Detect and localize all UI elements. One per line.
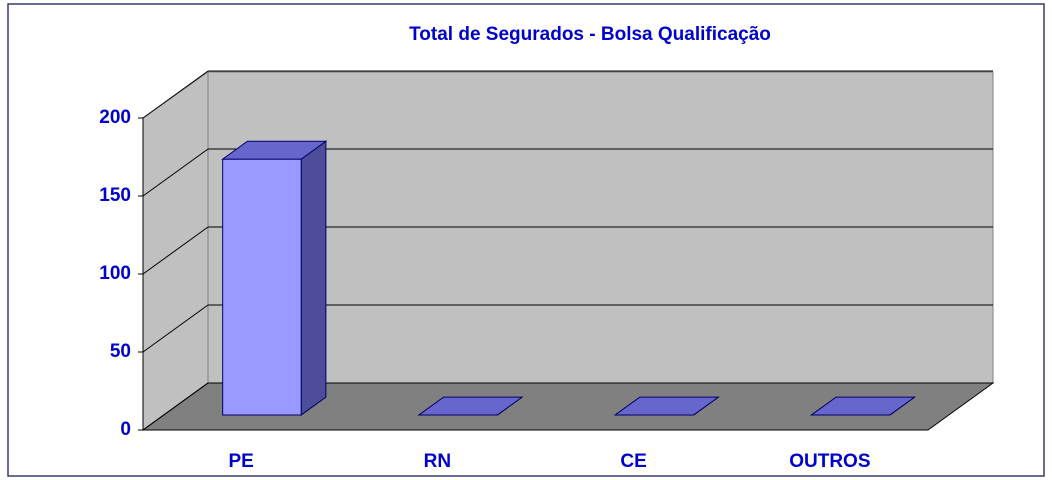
side-grid-line [142, 382, 209, 431]
side-grid-line [142, 226, 209, 275]
bar [221, 140, 328, 416]
y-tick-label: 50 [110, 341, 131, 362]
y-tick-label: 200 [99, 107, 131, 128]
side-grid-line [142, 70, 209, 119]
chart-title: Total de Segurados - Bolsa Qualificação [409, 24, 771, 45]
side-grid-line [142, 304, 209, 353]
bars [221, 140, 917, 416]
bar [417, 396, 524, 416]
bar [613, 396, 720, 416]
bar-front [222, 158, 302, 416]
x-tick-label: RN [424, 451, 451, 472]
bar-top [417, 396, 524, 416]
bar [809, 396, 917, 416]
bar-top [613, 396, 720, 416]
bar-top [221, 140, 328, 160]
x-tick-label: OUTROS [789, 451, 870, 472]
bar-top [809, 396, 917, 416]
x-tick-label: CE [620, 451, 646, 472]
grid [142, 70, 993, 431]
bar-side [300, 140, 327, 416]
side-grid-line [142, 148, 209, 197]
x-tick-label: PE [228, 451, 253, 472]
y-tick-label: 0 [120, 419, 131, 440]
y-tick-label: 150 [99, 185, 131, 206]
y-tick-label: 100 [99, 263, 131, 284]
